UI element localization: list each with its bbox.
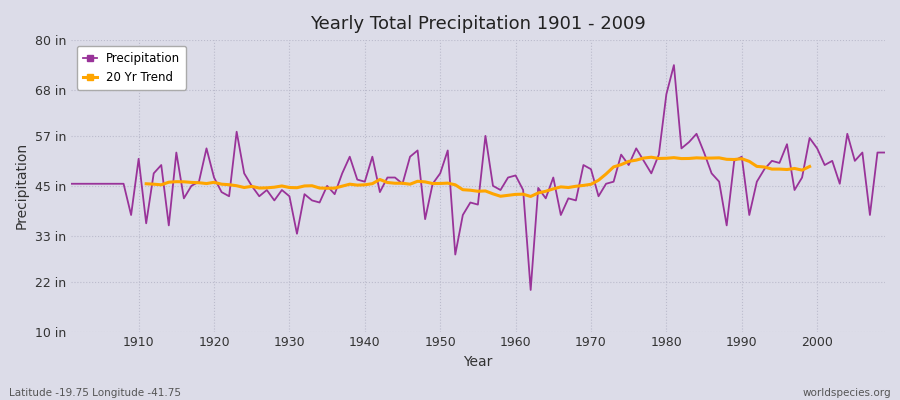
Precipitation [526, 288, 536, 292]
20 Yr Trend [397, 181, 408, 186]
Legend: Precipitation, 20 Yr Trend: Precipitation, 20 Yr Trend [76, 46, 186, 90]
Line: 20 Yr Trend: 20 Yr Trend [146, 157, 810, 196]
Precipitation [669, 63, 680, 68]
Precipitation [66, 181, 77, 186]
Precipitation [337, 171, 347, 176]
Y-axis label: Precipitation: Precipitation [15, 142, 29, 230]
20 Yr Trend [480, 188, 491, 193]
Precipitation [126, 212, 137, 217]
Text: Latitude -19.75 Longitude -41.75: Latitude -19.75 Longitude -41.75 [9, 388, 181, 398]
Text: worldspecies.org: worldspecies.org [803, 388, 891, 398]
Line: Precipitation: Precipitation [71, 65, 885, 290]
Precipitation [292, 231, 302, 236]
Precipitation [879, 150, 890, 155]
20 Yr Trend [646, 155, 657, 160]
20 Yr Trend [526, 194, 536, 199]
20 Yr Trend [805, 164, 815, 169]
Precipitation [503, 175, 514, 180]
20 Yr Trend [224, 182, 235, 187]
Precipitation [510, 173, 521, 178]
20 Yr Trend [140, 181, 151, 186]
20 Yr Trend [209, 180, 220, 185]
Precipitation [608, 179, 619, 184]
X-axis label: Year: Year [464, 355, 492, 369]
Title: Yearly Total Precipitation 1901 - 2009: Yearly Total Precipitation 1901 - 2009 [310, 15, 646, 33]
20 Yr Trend [744, 159, 755, 164]
20 Yr Trend [276, 184, 287, 188]
